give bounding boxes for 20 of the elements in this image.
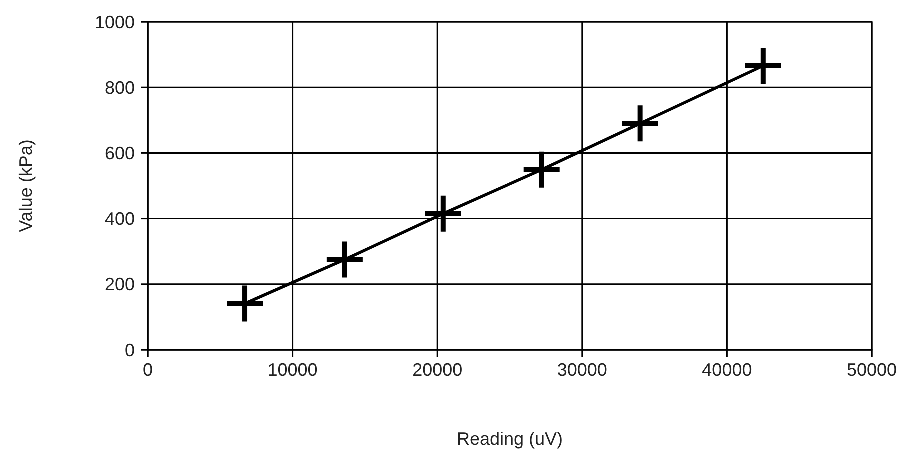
x-tick-label: 30000 — [557, 360, 608, 380]
x-tick-label: 40000 — [702, 360, 752, 380]
x-axis-title: Reading (uV) — [456, 429, 564, 449]
x-tick-label: 0 — [142, 360, 154, 380]
point — [326, 242, 363, 278]
y-tick-label: 400 — [104, 209, 135, 230]
y-tick-label: 200 — [104, 274, 135, 295]
y-axis-title: Value (kPa) — [16, 140, 36, 232]
point — [524, 152, 560, 188]
point — [745, 48, 782, 84]
point — [425, 196, 462, 232]
point — [622, 106, 658, 142]
y-tick-label: 800 — [104, 78, 135, 98]
y-tick-label: 600 — [104, 144, 135, 164]
y-tick-label: 0 — [124, 340, 135, 360]
x-tick-label: 20000 — [412, 360, 463, 380]
point — [227, 286, 264, 322]
x-tick-label: 10000 — [268, 360, 318, 380]
y-tick-label: 1000 — [94, 12, 135, 32]
x-tick-label: 50000 — [846, 360, 898, 380]
